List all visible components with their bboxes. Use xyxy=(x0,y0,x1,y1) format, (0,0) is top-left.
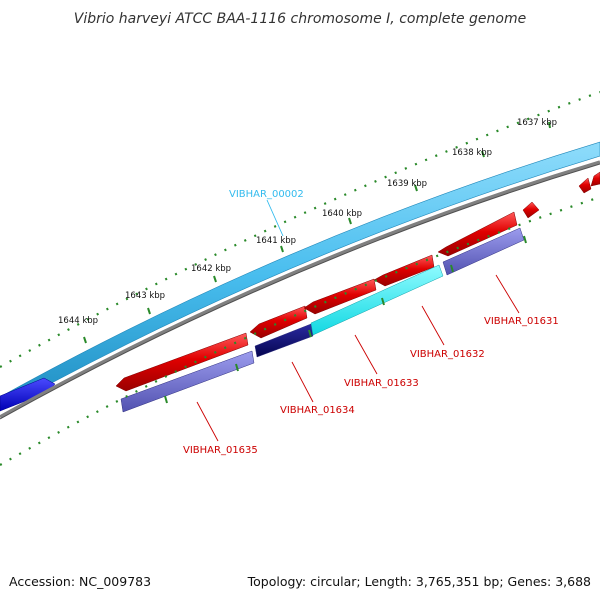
major-tick xyxy=(548,121,551,129)
tick-label: 1641 kbp xyxy=(256,236,296,246)
major-tick xyxy=(280,245,284,253)
connector-vibhar-01632 xyxy=(421,305,445,346)
major-tick xyxy=(348,217,352,225)
tick-label: 1638 kbp xyxy=(452,148,492,158)
inner-major-tick xyxy=(381,297,385,306)
gene-feature-purple[interactable] xyxy=(120,350,255,413)
major-tick xyxy=(147,307,151,315)
inner-major-tick xyxy=(235,363,239,372)
major-tick xyxy=(213,275,217,283)
genome-backbone-shadow xyxy=(0,163,600,420)
tick-label: 1639 kbp xyxy=(387,179,427,189)
gene-feature-red[interactable] xyxy=(115,332,249,392)
inner-major-tick xyxy=(523,235,527,244)
gene-feature-red[interactable] xyxy=(373,254,435,287)
outer-ruler xyxy=(0,90,600,368)
gene-feature-cyan[interactable] xyxy=(310,264,444,336)
genome-summary-text: Topology: circular; Length: 3,765,351 bp… xyxy=(247,574,591,589)
gene-label-vibhar-01631[interactable]: VIBHAR_01631 xyxy=(484,316,559,327)
gene-feature-red[interactable] xyxy=(303,278,377,315)
tick-label: 1644 kbp xyxy=(58,316,98,326)
gene-label-vibhar-01634[interactable]: VIBHAR_01634 xyxy=(280,405,355,416)
inner-major-tick xyxy=(450,264,454,273)
gene-feature-red[interactable] xyxy=(590,171,600,187)
inner-ruler xyxy=(0,195,600,466)
reverse-cds-row xyxy=(115,171,600,392)
gene-label-vibhar-01635[interactable]: VIBHAR_01635 xyxy=(183,445,258,456)
tick-label: 1637 kbp xyxy=(517,118,557,128)
gene-feature-red[interactable] xyxy=(437,211,518,257)
gene-feature-red[interactable] xyxy=(249,305,308,339)
connector-vibhar-01635 xyxy=(196,401,219,442)
connector-vibhar-01634 xyxy=(291,361,314,403)
inner-major-tick xyxy=(164,395,168,404)
tick-label: 1642 kbp xyxy=(191,264,231,274)
accession-text: Accession: NC_009783 xyxy=(9,574,151,589)
inner-ruler-ticks xyxy=(164,235,527,404)
major-tick xyxy=(83,336,87,344)
gene-label-vibhar-00002[interactable]: VIBHAR_00002 xyxy=(229,189,304,200)
gene-feature-navy[interactable] xyxy=(254,323,314,358)
major-tick xyxy=(481,150,485,158)
gene-label-vibhar-01633[interactable]: VIBHAR_01633 xyxy=(344,378,419,389)
gene-feature-purple[interactable] xyxy=(442,227,525,276)
gene-feature-red[interactable] xyxy=(578,177,592,194)
connector-vibhar-00002 xyxy=(266,199,284,237)
map-title: Vibrio harveyi ATCC BAA-1116 chromosome … xyxy=(74,11,526,27)
gene-feature-red[interactable] xyxy=(522,201,540,219)
connector-vibhar-01631 xyxy=(495,274,520,314)
gene-label-vibhar-01632[interactable]: VIBHAR_01632 xyxy=(410,349,485,360)
inner-feature-row xyxy=(120,227,525,413)
inner-major-tick xyxy=(308,329,312,338)
connector-vibhar-01633 xyxy=(354,334,378,375)
major-ticks xyxy=(83,121,551,344)
label-connectors xyxy=(196,199,520,442)
tick-label: 1640 kbp xyxy=(322,209,362,219)
major-tick xyxy=(414,184,418,192)
forward-feature-track xyxy=(0,141,600,412)
genome-backbone xyxy=(0,160,600,419)
tick-label: 1643 kbp xyxy=(125,291,165,301)
